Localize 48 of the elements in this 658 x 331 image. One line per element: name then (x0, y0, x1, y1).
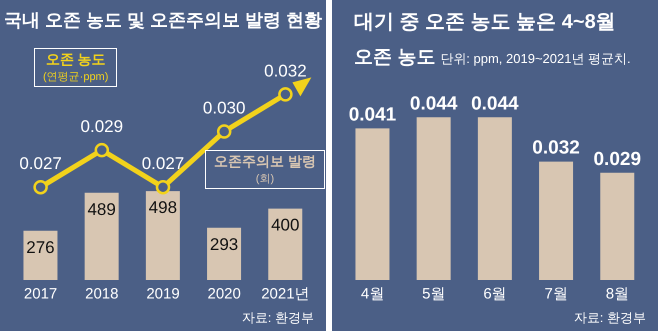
text: 자료: 환경부 (574, 309, 646, 327)
data-label: 0.027 (19, 154, 62, 174)
x-tick-label: 2021년 (261, 286, 310, 303)
bar (23, 230, 58, 280)
x-tick-label: 2017 (24, 286, 58, 303)
data-label: 489 (87, 200, 116, 219)
chart-title: 국내 오존 농도 및 오존주의보 발령 현황 (2, 9, 323, 32)
series-label: 오존주의보 발령 (회) (214, 153, 316, 186)
point (94, 142, 110, 158)
bar (416, 117, 451, 280)
bar (268, 208, 302, 280)
data-label: 0.027 (142, 154, 184, 174)
x-tick-label: 2019 (146, 286, 180, 303)
point (156, 180, 170, 194)
bar (84, 192, 119, 280)
data-label: 0.041 (348, 104, 397, 126)
data-label: 0.029 (80, 117, 124, 136)
point (278, 87, 293, 102)
x-tick-label: 2018 (85, 286, 118, 303)
data-label: 0.044 (471, 93, 520, 114)
point (33, 180, 48, 194)
x-tick-label: 5월 (422, 286, 446, 303)
bar (600, 172, 634, 280)
data-label: 400 (271, 216, 300, 235)
bar (539, 162, 574, 280)
data-label: 0.044 (410, 93, 458, 114)
data-label: 498 (148, 198, 178, 218)
text: 오존 농도 (연평균·ppm) (43, 51, 108, 84)
chart-subtitle: 오존 농도 (354, 47, 436, 68)
data-label: 276 (26, 238, 55, 257)
data-label: 0.032 (532, 138, 580, 159)
bar (478, 117, 512, 280)
x-tick-label: 6월 (483, 286, 507, 303)
text: 단위: ppm, 2019~2021년 평균치. (440, 51, 631, 66)
point (216, 124, 232, 139)
x-tick-label: 4월 (360, 286, 384, 303)
data-label: 0.030 (202, 98, 246, 118)
bar (207, 228, 242, 280)
data-label: 0.032 (264, 61, 307, 80)
text: 자료: 환경부 (242, 309, 314, 327)
data-label: 0.029 (593, 148, 642, 170)
x-tick-label: 2020 (208, 286, 241, 303)
x-tick-label: 8월 (606, 286, 630, 303)
x-tick-label: 7월 (544, 286, 568, 303)
chart-title: 대기 중 오존 농도 높은 4~8월 (353, 10, 617, 35)
bar (355, 128, 390, 280)
bar (146, 191, 180, 280)
data-label: 293 (210, 234, 238, 254)
